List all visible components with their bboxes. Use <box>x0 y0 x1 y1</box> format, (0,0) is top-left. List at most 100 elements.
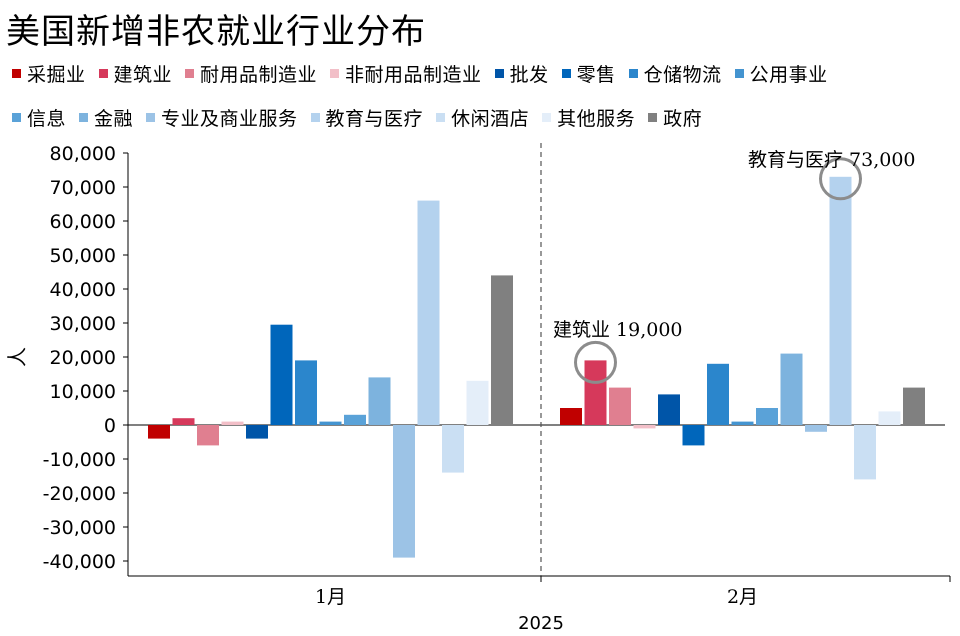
legend-label: 政府 <box>663 108 703 130</box>
bar <box>148 425 170 439</box>
bar <box>756 408 778 425</box>
y-tick-label: 20,000 <box>50 347 116 369</box>
y-tick-label: 60,000 <box>50 211 116 233</box>
y-tick-label: 80,000 <box>50 143 116 165</box>
legend-swatch <box>146 113 156 122</box>
legend-swatch <box>185 69 195 78</box>
bar <box>319 421 342 425</box>
legend-swatch <box>436 113 446 122</box>
chart-annotations: 建筑业 19,000 教育与医疗 73,000 <box>553 149 916 384</box>
legend-label: 非耐用品制造业 <box>345 64 482 86</box>
legend-item: 采掘业 <box>12 60 86 87</box>
bar <box>560 408 582 425</box>
legend-item: 教育与医疗 <box>310 104 424 131</box>
bar <box>368 377 391 425</box>
bar <box>172 418 195 425</box>
bar <box>584 360 607 425</box>
y-tick-label: 10,000 <box>50 381 116 403</box>
legend-swatch <box>648 113 658 122</box>
bar <box>417 200 440 425</box>
y-axis-label: 人 <box>5 347 29 367</box>
legend-item: 零售 <box>561 60 616 87</box>
y-tick-label: -20,000 <box>43 483 116 505</box>
legend-swatch <box>310 113 320 122</box>
legend-item: 非耐用品制造业 <box>330 60 482 87</box>
legend-item: 金融 <box>79 104 133 131</box>
legend-label: 金融 <box>94 108 134 130</box>
legend-item: 专业及商业服务 <box>146 104 298 131</box>
y-tick-label: -40,000 <box>43 551 116 573</box>
legend-swatch <box>494 69 504 78</box>
y-tick-label: 0 <box>104 415 116 437</box>
bar <box>197 425 219 446</box>
bar <box>731 421 754 425</box>
legend-item: 批发 <box>494 60 549 87</box>
bar <box>682 425 705 446</box>
legend-swatch <box>98 69 108 78</box>
bar <box>829 176 852 425</box>
legend-label: 专业及商业服务 <box>161 108 298 130</box>
y-tick-label: 50,000 <box>50 245 116 267</box>
y-tick-label: 40,000 <box>50 279 116 301</box>
legend-label: 公用事业 <box>749 64 828 86</box>
y-tick-label: -10,000 <box>43 449 116 471</box>
bar <box>878 411 901 425</box>
y-tick-label: 30,000 <box>50 313 116 335</box>
legend-label: 零售 <box>576 64 616 86</box>
bar <box>633 425 656 429</box>
legend-item: 仓储物流 <box>628 60 722 87</box>
legend-item: 休闲酒店 <box>436 104 529 131</box>
legend-label: 信息 <box>27 108 67 130</box>
legend-item: 其他服务 <box>542 104 635 131</box>
legend-swatch <box>734 69 744 78</box>
legend-label: 教育与医疗 <box>325 108 424 130</box>
annotation-circle <box>574 340 617 384</box>
legend-row-1: 采掘业 建筑业 耐用品制造业 非耐用品制造业 批发 零售 仓储物流 公用事业 <box>12 60 841 87</box>
legend-swatch <box>542 113 552 122</box>
bar <box>658 394 680 425</box>
bar <box>609 387 631 425</box>
bar <box>466 380 489 425</box>
legend-label: 仓储物流 <box>643 64 722 86</box>
x-axis-title: 2025 <box>518 613 564 634</box>
legend-label: 建筑业 <box>113 64 173 86</box>
bar <box>780 353 803 425</box>
x-tick-label: 2月 <box>727 586 758 608</box>
legend-swatch <box>12 69 21 78</box>
legend-item: 政府 <box>648 104 702 131</box>
bar <box>854 425 876 480</box>
legend-swatch <box>628 69 638 78</box>
bar <box>442 425 464 473</box>
bar <box>393 425 415 558</box>
annotation-circle <box>819 157 862 201</box>
legend-label: 其他服务 <box>557 108 636 130</box>
bar <box>344 414 366 425</box>
bar <box>295 360 317 425</box>
legend-swatch <box>330 69 340 78</box>
legend-label: 批发 <box>509 64 549 86</box>
legend-label: 休闲酒店 <box>451 108 530 130</box>
chart-bars <box>148 176 925 558</box>
bar <box>221 421 244 425</box>
bar <box>805 425 827 432</box>
legend-swatch <box>79 113 89 122</box>
x-tick-label: 1月 <box>315 586 346 608</box>
y-tick-label: 70,000 <box>50 177 116 199</box>
legend-item: 耐用品制造业 <box>185 60 317 87</box>
legend-label: 耐用品制造业 <box>200 64 318 86</box>
bar <box>903 387 925 425</box>
y-tick-label: -30,000 <box>43 517 116 539</box>
legend-item: 建筑业 <box>98 60 173 87</box>
legend-item: 公用事业 <box>734 60 828 87</box>
annotation-label: 建筑业 19,000 <box>553 319 683 341</box>
legend-swatch <box>561 69 571 78</box>
legend-label: 采掘业 <box>27 64 86 86</box>
annotation-label: 教育与医疗 73,000 <box>748 149 916 171</box>
bar <box>246 425 268 439</box>
bar <box>707 363 729 425</box>
legend-swatch <box>12 113 21 122</box>
chart-axes: 80,000 70,000 60,000 50,000 40,000 30,000 20,0… <box>5 143 951 634</box>
legend-row-2: 信息 金融 专业及商业服务 教育与医疗 休闲酒店 其他服务 政府 <box>12 104 715 131</box>
legend-item: 信息 <box>12 104 66 131</box>
